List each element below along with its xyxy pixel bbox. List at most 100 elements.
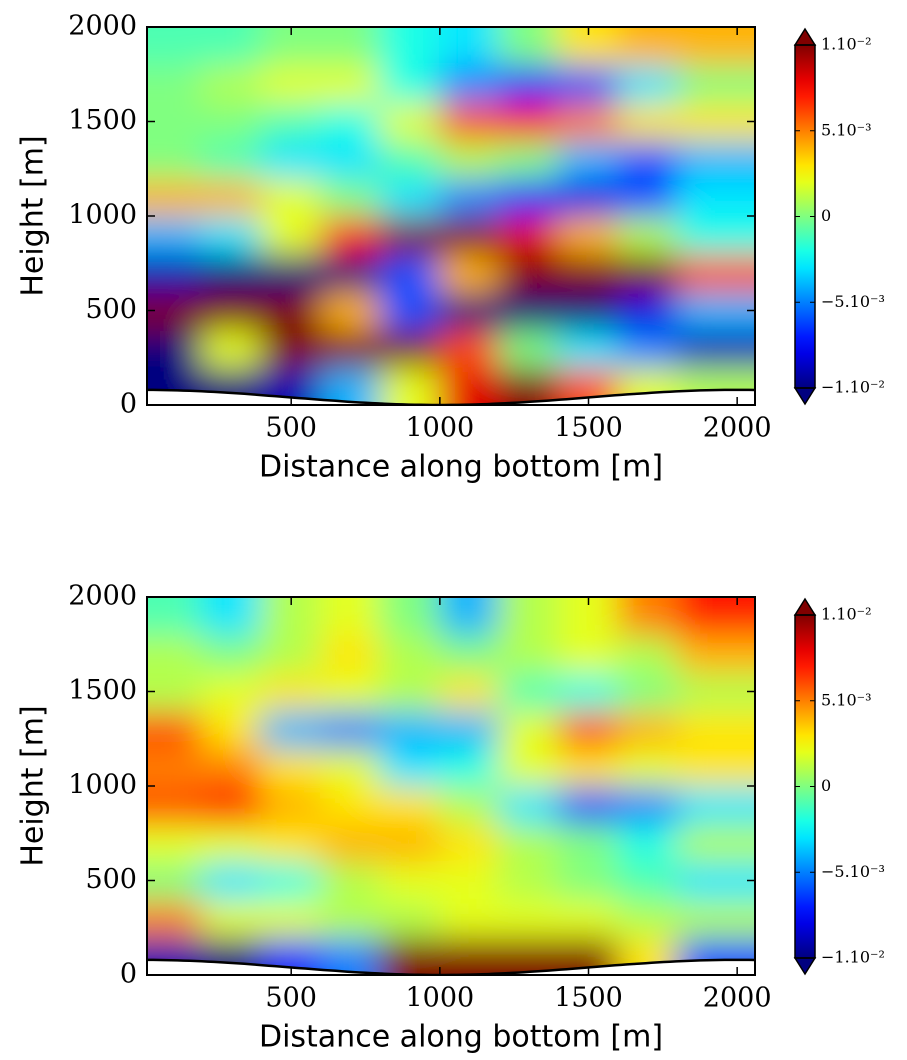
cell (676, 27, 755, 66)
cell (438, 785, 501, 825)
cell (319, 822, 382, 863)
cell (557, 822, 620, 863)
cell (617, 290, 679, 331)
y-tick-label: 0 (120, 389, 137, 420)
cell (438, 671, 501, 712)
x-tick-label: 1500 (554, 983, 623, 1014)
cell (201, 328, 263, 369)
cell (201, 822, 263, 863)
cell (557, 63, 620, 104)
cell (201, 785, 263, 825)
cell (379, 747, 441, 787)
cell (498, 328, 560, 369)
cell (260, 328, 322, 369)
cell (557, 139, 620, 180)
cell (260, 252, 322, 293)
cell (260, 63, 322, 104)
cell (676, 785, 755, 825)
cell (617, 709, 679, 750)
x-tick-label: 2000 (703, 983, 772, 1014)
cell (498, 27, 560, 66)
cell (260, 709, 322, 750)
cell (498, 860, 560, 901)
cell (379, 27, 441, 66)
cell (379, 63, 441, 104)
cell (617, 215, 679, 255)
cell (147, 27, 204, 66)
cell (379, 177, 441, 217)
cell (379, 215, 441, 255)
colorbar-tick-label: −1.10⁻² (821, 948, 885, 967)
cell (617, 27, 679, 66)
y-tick-label: 1500 (68, 675, 137, 706)
cell (201, 215, 263, 255)
cell (617, 822, 679, 863)
cell (147, 597, 204, 636)
cell (201, 747, 263, 787)
field (147, 597, 755, 975)
cell (319, 898, 382, 939)
cell (438, 139, 501, 180)
y-tick-label: 2000 (68, 581, 137, 612)
cell (617, 747, 679, 787)
cell (438, 252, 501, 293)
cell (260, 139, 322, 180)
x-axis-label: Distance along bottom [m] (259, 450, 663, 485)
cell (147, 936, 204, 975)
cell (260, 785, 322, 825)
cell (147, 898, 204, 939)
cell (201, 139, 263, 180)
cell (379, 671, 441, 712)
cell (498, 101, 560, 142)
cell (147, 785, 204, 825)
cell (438, 27, 501, 66)
cell (319, 633, 382, 674)
colorbar-tick-label: 0 (821, 206, 831, 225)
cell (260, 101, 322, 142)
cell (319, 27, 382, 66)
cell (147, 709, 204, 750)
cell (438, 709, 501, 750)
cell (319, 215, 382, 255)
cell (260, 747, 322, 787)
cell (498, 785, 560, 825)
panel: 500 1000 1500 2000 0 500 1000 1500 2000 Distance … (16, 581, 885, 1055)
cell (319, 671, 382, 712)
cell (676, 747, 755, 787)
cell (201, 177, 263, 217)
cell (498, 709, 560, 750)
cell (438, 101, 501, 142)
cell (557, 633, 620, 674)
cell (201, 671, 263, 712)
cell (617, 177, 679, 217)
cell (498, 898, 560, 939)
cell (676, 328, 755, 369)
y-tick-label: 0 (120, 959, 137, 990)
cell (379, 252, 441, 293)
cell (557, 671, 620, 712)
cell (260, 633, 322, 674)
cell (147, 139, 204, 180)
cell (260, 215, 322, 255)
cell (676, 177, 755, 217)
cell (557, 709, 620, 750)
x-tick-label: 500 (265, 413, 317, 444)
ground (147, 389, 755, 405)
cell (201, 63, 263, 104)
cell (557, 101, 620, 142)
y-axis-label: Height [m] (16, 135, 51, 296)
cell (260, 860, 322, 901)
cell (438, 860, 501, 901)
cell (147, 290, 204, 331)
cell (676, 860, 755, 901)
colorbar-tick-label: 1.10⁻² (821, 605, 871, 624)
cell (201, 252, 263, 293)
colorbar-extend-bottom (793, 957, 817, 976)
cell (260, 898, 322, 939)
cell (319, 709, 382, 750)
y-tick-label: 500 (85, 864, 137, 895)
cell (557, 597, 620, 636)
cell (498, 671, 560, 712)
y-axis-label: Height [m] (16, 705, 51, 866)
